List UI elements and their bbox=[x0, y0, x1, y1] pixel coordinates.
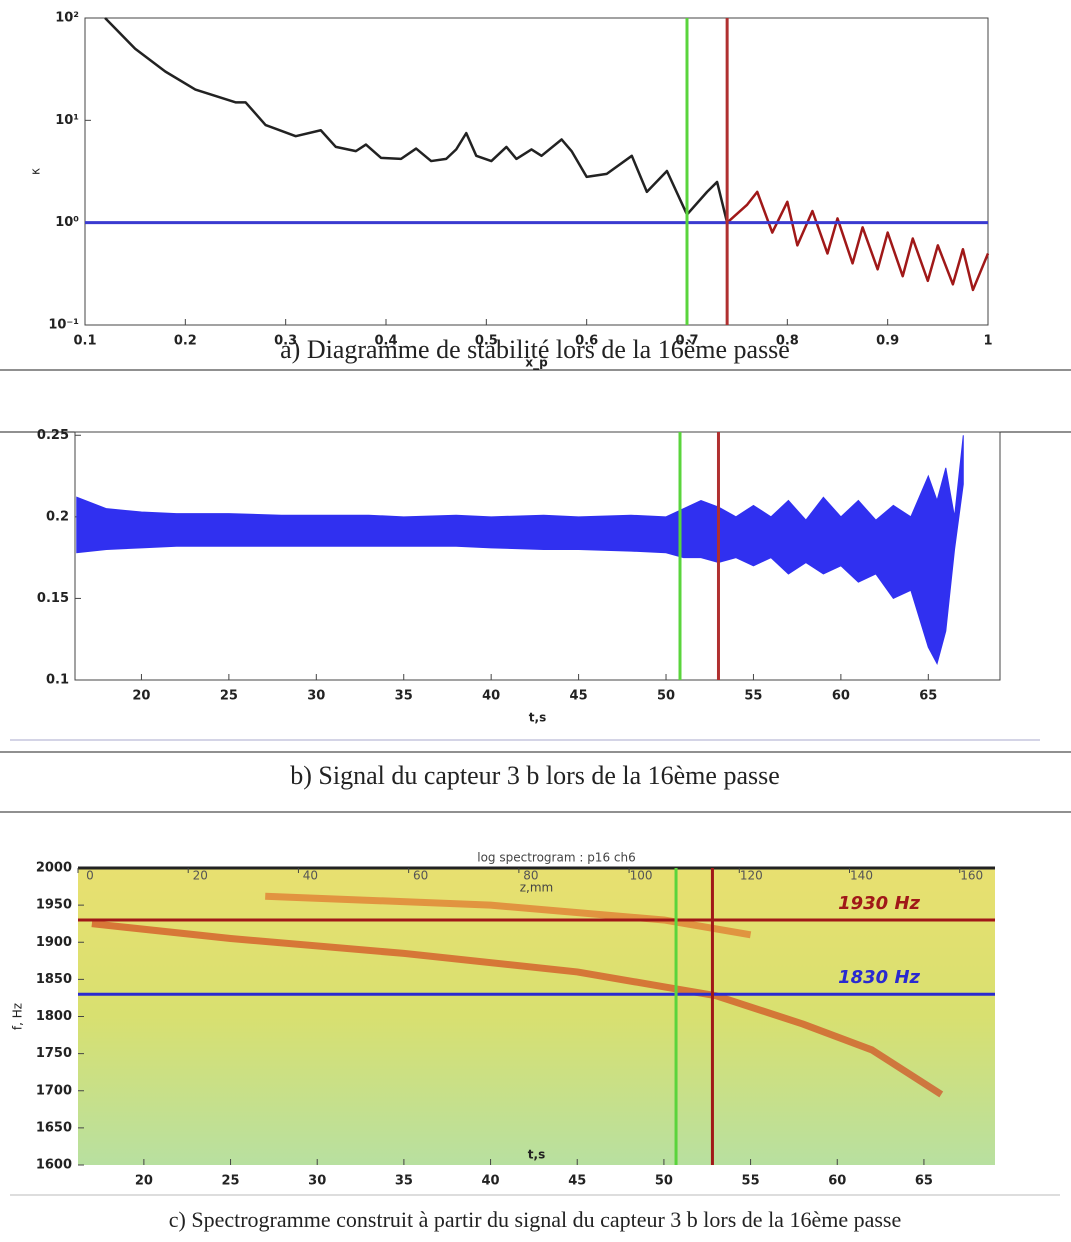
y-axis-label: κ bbox=[29, 168, 43, 175]
x-tick-label: 1 bbox=[983, 334, 992, 349]
y-tick-label: 10⁰ bbox=[55, 215, 79, 230]
y-tick-label: 1750 bbox=[36, 1046, 72, 1061]
x-tick-label: 35 bbox=[395, 689, 413, 704]
x-tick-label: 60 bbox=[828, 1174, 846, 1189]
y-tick-label: 1900 bbox=[36, 935, 72, 950]
y-tick-label: 1800 bbox=[36, 1009, 72, 1024]
y-tick-label: 10² bbox=[55, 11, 79, 26]
x-axis-label: t,s bbox=[528, 1148, 545, 1162]
x-tick-label: 50 bbox=[655, 1174, 673, 1189]
signal-envelope bbox=[76, 435, 964, 666]
x2-tick-label: 120 bbox=[740, 869, 763, 883]
hline-label: 1830 Hz bbox=[838, 967, 920, 988]
x2-tick-label: 0 bbox=[86, 869, 94, 883]
x2-tick-label: 140 bbox=[850, 869, 873, 883]
x-tick-label: 0.7 bbox=[675, 334, 698, 349]
y-tick-label: 0.1 bbox=[46, 673, 69, 688]
x-tick-label: 20 bbox=[135, 1174, 153, 1189]
spectrogram-background bbox=[78, 868, 995, 1165]
x-tick-label: 35 bbox=[395, 1174, 413, 1189]
x-tick-label: 20 bbox=[132, 689, 150, 704]
y-tick-label: 1700 bbox=[36, 1083, 72, 1098]
y-tick-label: 10¹ bbox=[55, 113, 79, 128]
x-tick-label: 25 bbox=[220, 689, 238, 704]
hline-label: 1930 Hz bbox=[838, 893, 920, 914]
x-tick-label: 0.1 bbox=[73, 334, 96, 349]
x-tick-label: 65 bbox=[919, 689, 937, 704]
x-tick-label: 30 bbox=[308, 1174, 326, 1189]
y-tick-label: 10⁻¹ bbox=[48, 318, 79, 333]
y-tick-label: 1950 bbox=[36, 898, 72, 913]
series-line bbox=[726, 190, 990, 292]
x-tick-label: 0.4 bbox=[374, 334, 397, 349]
y-tick-label: 0.15 bbox=[37, 591, 69, 606]
x-tick-label: 45 bbox=[568, 1174, 586, 1189]
x2-tick-label: 20 bbox=[193, 869, 208, 883]
x-tick-label: 30 bbox=[307, 689, 325, 704]
caption: c) Spectrogramme construit à partir du s… bbox=[169, 1207, 902, 1232]
x2-axis-label: z,mm bbox=[520, 881, 554, 895]
caption: a) Diagramme de stabilité lors de la 16è… bbox=[280, 335, 790, 364]
x2-tick-label: 100 bbox=[630, 869, 653, 883]
x-tick-label: 0.9 bbox=[876, 334, 899, 349]
x2-tick-label: 40 bbox=[303, 869, 318, 883]
y-axis-label: f, Hz bbox=[11, 1003, 25, 1030]
x-tick-label: 0.2 bbox=[174, 334, 197, 349]
y-tick-label: 2000 bbox=[36, 861, 72, 876]
plot-area bbox=[74, 431, 1001, 681]
y-tick-label: 0.25 bbox=[37, 428, 69, 443]
y-tick-label: 1850 bbox=[36, 972, 72, 987]
x-tick-label: 55 bbox=[742, 1174, 760, 1189]
x-tick-label: 0.3 bbox=[274, 334, 297, 349]
x-tick-label: 0.6 bbox=[575, 334, 598, 349]
caption: b) Signal du capteur 3 b lors de la 16èm… bbox=[290, 761, 780, 790]
x-tick-label: 25 bbox=[221, 1174, 239, 1189]
x-tick-label: 0.8 bbox=[776, 334, 799, 349]
x2-tick-label: 160 bbox=[960, 869, 983, 883]
x-axis-label: x_p bbox=[525, 356, 548, 371]
x-tick-label: 55 bbox=[744, 689, 762, 704]
chart-title: log spectrogram : p16 ch6 bbox=[477, 851, 635, 865]
y-tick-label: 0.2 bbox=[46, 509, 69, 524]
plot-area bbox=[84, 17, 989, 326]
x2-tick-label: 80 bbox=[523, 869, 538, 883]
x-tick-label: 60 bbox=[832, 689, 850, 704]
y-tick-label: 1600 bbox=[36, 1158, 72, 1173]
series-line bbox=[104, 17, 729, 223]
x-tick-label: 40 bbox=[482, 1174, 500, 1189]
x-tick-label: 50 bbox=[657, 689, 675, 704]
y-tick-label: 1650 bbox=[36, 1120, 72, 1135]
series-line bbox=[265, 892, 752, 939]
x2-tick-label: 60 bbox=[413, 869, 428, 883]
series-line bbox=[91, 920, 944, 1098]
x-tick-label: 65 bbox=[915, 1174, 933, 1189]
x-axis-label: t,s bbox=[529, 711, 546, 725]
x-tick-label: 40 bbox=[482, 689, 500, 704]
x-tick-label: 45 bbox=[570, 689, 588, 704]
x-tick-label: 0.5 bbox=[475, 334, 498, 349]
